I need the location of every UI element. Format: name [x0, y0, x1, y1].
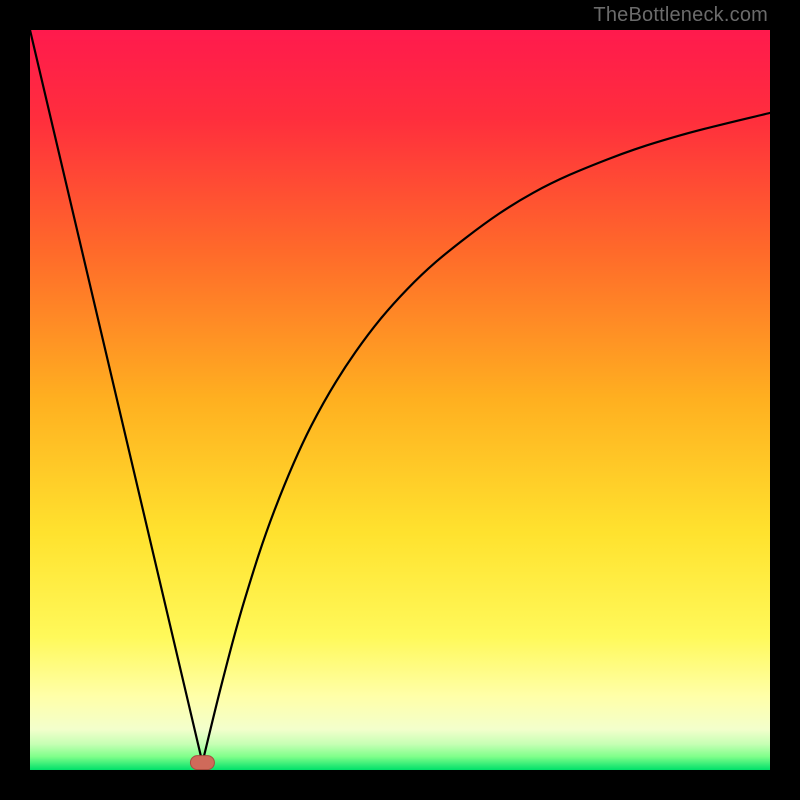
- chart-outer-frame: TheBottleneck.com: [0, 0, 800, 800]
- plot-area: [30, 30, 770, 770]
- optimum-marker: [190, 756, 214, 770]
- bottleneck-curve-chart: [30, 30, 770, 770]
- watermark-text: TheBottleneck.com: [593, 4, 768, 27]
